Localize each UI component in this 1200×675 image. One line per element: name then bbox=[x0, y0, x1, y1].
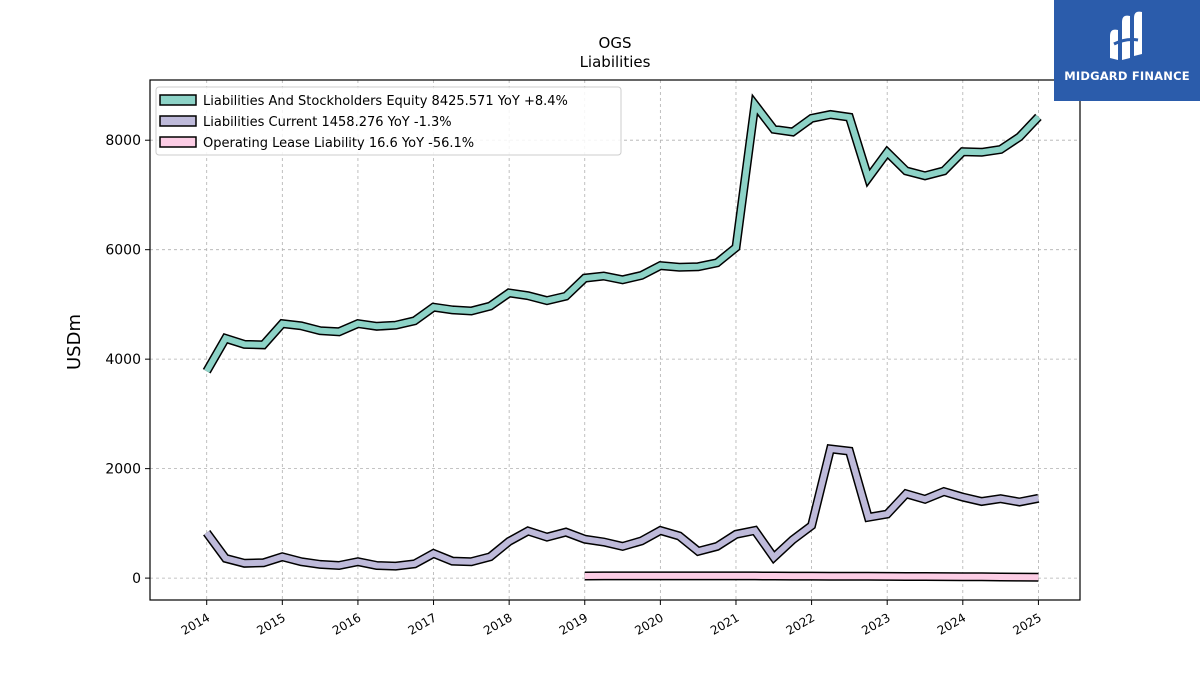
x-tick-label: 2023 bbox=[859, 610, 892, 637]
logo-mark-icon bbox=[1110, 11, 1142, 61]
legend-item-liabilities-and-stockholders-equity[interactable]: Liabilities And Stockholders Equity 8425… bbox=[159, 94, 568, 109]
x-tick-label: 2017 bbox=[406, 610, 439, 637]
x-tick-label: 2014 bbox=[179, 610, 212, 637]
legend-swatch bbox=[159, 136, 197, 148]
series-line bbox=[204, 445, 1039, 570]
x-tick-label: 2016 bbox=[330, 610, 363, 637]
y-tick-label: 8000 bbox=[105, 133, 141, 149]
y-tick-label: 0 bbox=[132, 571, 141, 587]
y-tick-label: 4000 bbox=[105, 352, 141, 368]
legend-item-liabilities-current[interactable]: Liabilities Current 1458.276 YoY -1.3% bbox=[159, 115, 452, 130]
chart-title: OGS bbox=[599, 34, 632, 52]
series-layer bbox=[202, 93, 1042, 582]
series-liabilities-and-stockholders-equity bbox=[202, 93, 1042, 374]
series-liabilities-current bbox=[203, 443, 1040, 571]
series-line bbox=[584, 572, 1039, 581]
legend-item-operating-lease-liability[interactable]: Operating Lease Liability 16.6 YoY -56.1… bbox=[159, 136, 474, 151]
x-tick-label: 2021 bbox=[708, 610, 741, 637]
legend-label: Liabilities Current 1458.276 YoY -1.3% bbox=[203, 115, 452, 130]
x-tick-label: 2020 bbox=[632, 610, 665, 637]
series-operating-lease-liability bbox=[584, 571, 1039, 582]
chart-subtitle: Liabilities bbox=[580, 53, 651, 71]
legend-box bbox=[155, 86, 622, 156]
legend-swatch bbox=[159, 115, 197, 127]
legend-label: Operating Lease Liability 16.6 YoY -56.1… bbox=[203, 136, 474, 151]
legend[interactable]: Liabilities And Stockholders Equity 8425… bbox=[155, 86, 622, 156]
legend-label: Liabilities And Stockholders Equity 8425… bbox=[203, 94, 568, 109]
y-tick-label: 6000 bbox=[105, 243, 141, 259]
x-tick-label: 2018 bbox=[481, 610, 514, 637]
grid bbox=[150, 80, 1080, 600]
x-tick-label: 2024 bbox=[935, 610, 968, 637]
x-tick-label: 2015 bbox=[254, 610, 287, 637]
legend-swatch bbox=[159, 94, 197, 106]
logo-text: MIDGARD FINANCE bbox=[1064, 69, 1190, 83]
series-line bbox=[204, 97, 1041, 373]
y-tick-label: 2000 bbox=[105, 462, 141, 478]
plot-frame bbox=[149, 79, 1081, 601]
y-axis-label: USDm bbox=[64, 314, 85, 370]
brand-logo: MIDGARD FINANCE bbox=[1054, 0, 1200, 101]
x-tick-label: 2019 bbox=[557, 610, 590, 637]
x-tick-label: 2025 bbox=[1010, 610, 1043, 637]
x-tick-label: 2022 bbox=[784, 610, 817, 637]
